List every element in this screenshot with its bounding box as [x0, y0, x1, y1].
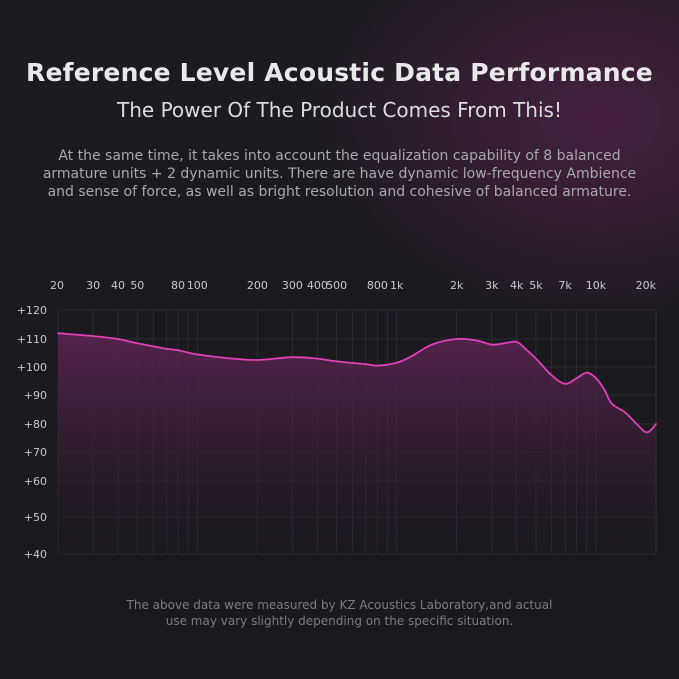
description-line: armature units + 2 dynamic units. There … — [42, 166, 637, 182]
y-tick-label: +110 — [17, 333, 47, 346]
x-tick-label: 4k — [510, 279, 524, 292]
response-area-fill — [58, 333, 656, 554]
y-tick-label: +90 — [24, 389, 47, 402]
response-curve-line — [57, 332, 657, 434]
x-tick-label: 500 — [326, 279, 347, 292]
x-tick-label: 1k — [390, 279, 404, 292]
x-tick-label: 3k — [485, 279, 499, 292]
x-tick-label: 80 — [171, 279, 185, 292]
y-tick-label: +100 — [17, 361, 47, 374]
x-tick-label: 100 — [187, 279, 208, 292]
description-line: At the same time, it takes into account … — [58, 148, 621, 164]
page-title: Reference Level Acoustic Data Performanc… — [26, 58, 653, 87]
footnote-line: The above data were measured by KZ Acous… — [126, 598, 553, 612]
page-subtitle: The Power Of The Product Comes From This… — [117, 98, 562, 122]
description-line: and sense of force, as well as bright re… — [47, 184, 632, 200]
x-tick-label: 5k — [529, 279, 543, 292]
x-tick-label: 2k — [450, 279, 464, 292]
y-tick-label: +120 — [17, 304, 47, 317]
x-tick-label: 10k — [586, 279, 607, 292]
x-tick-label: 200 — [247, 279, 268, 292]
y-tick-label: +70 — [24, 446, 47, 459]
y-tick-label: +40 — [24, 548, 47, 561]
x-tick-label: 20k — [636, 279, 657, 292]
y-tick-label: +80 — [24, 418, 47, 431]
x-tick-label: 30 — [86, 279, 100, 292]
x-tick-label: 300 — [282, 279, 303, 292]
measurement-footnote: The above data were measured by KZ Acous… — [0, 597, 679, 629]
x-tick-label: 400 — [307, 279, 328, 292]
y-tick-label: +60 — [24, 475, 47, 488]
y-axis-labels: +120 +110 +100 +90 +80 +70 +60 +50 +40 — [17, 304, 47, 561]
footnote-line: use may vary slightly depending on the s… — [165, 614, 514, 628]
x-tick-label: 20 — [50, 279, 64, 292]
x-tick-label: 800 — [367, 279, 388, 292]
description: At the same time, it takes into account … — [40, 147, 639, 201]
x-tick-label: 7k — [558, 279, 572, 292]
x-tick-label: 50 — [130, 279, 144, 292]
chart-area-layer — [57, 332, 657, 554]
y-tick-label: +50 — [24, 511, 47, 524]
x-tick-label: 40 — [111, 279, 125, 292]
